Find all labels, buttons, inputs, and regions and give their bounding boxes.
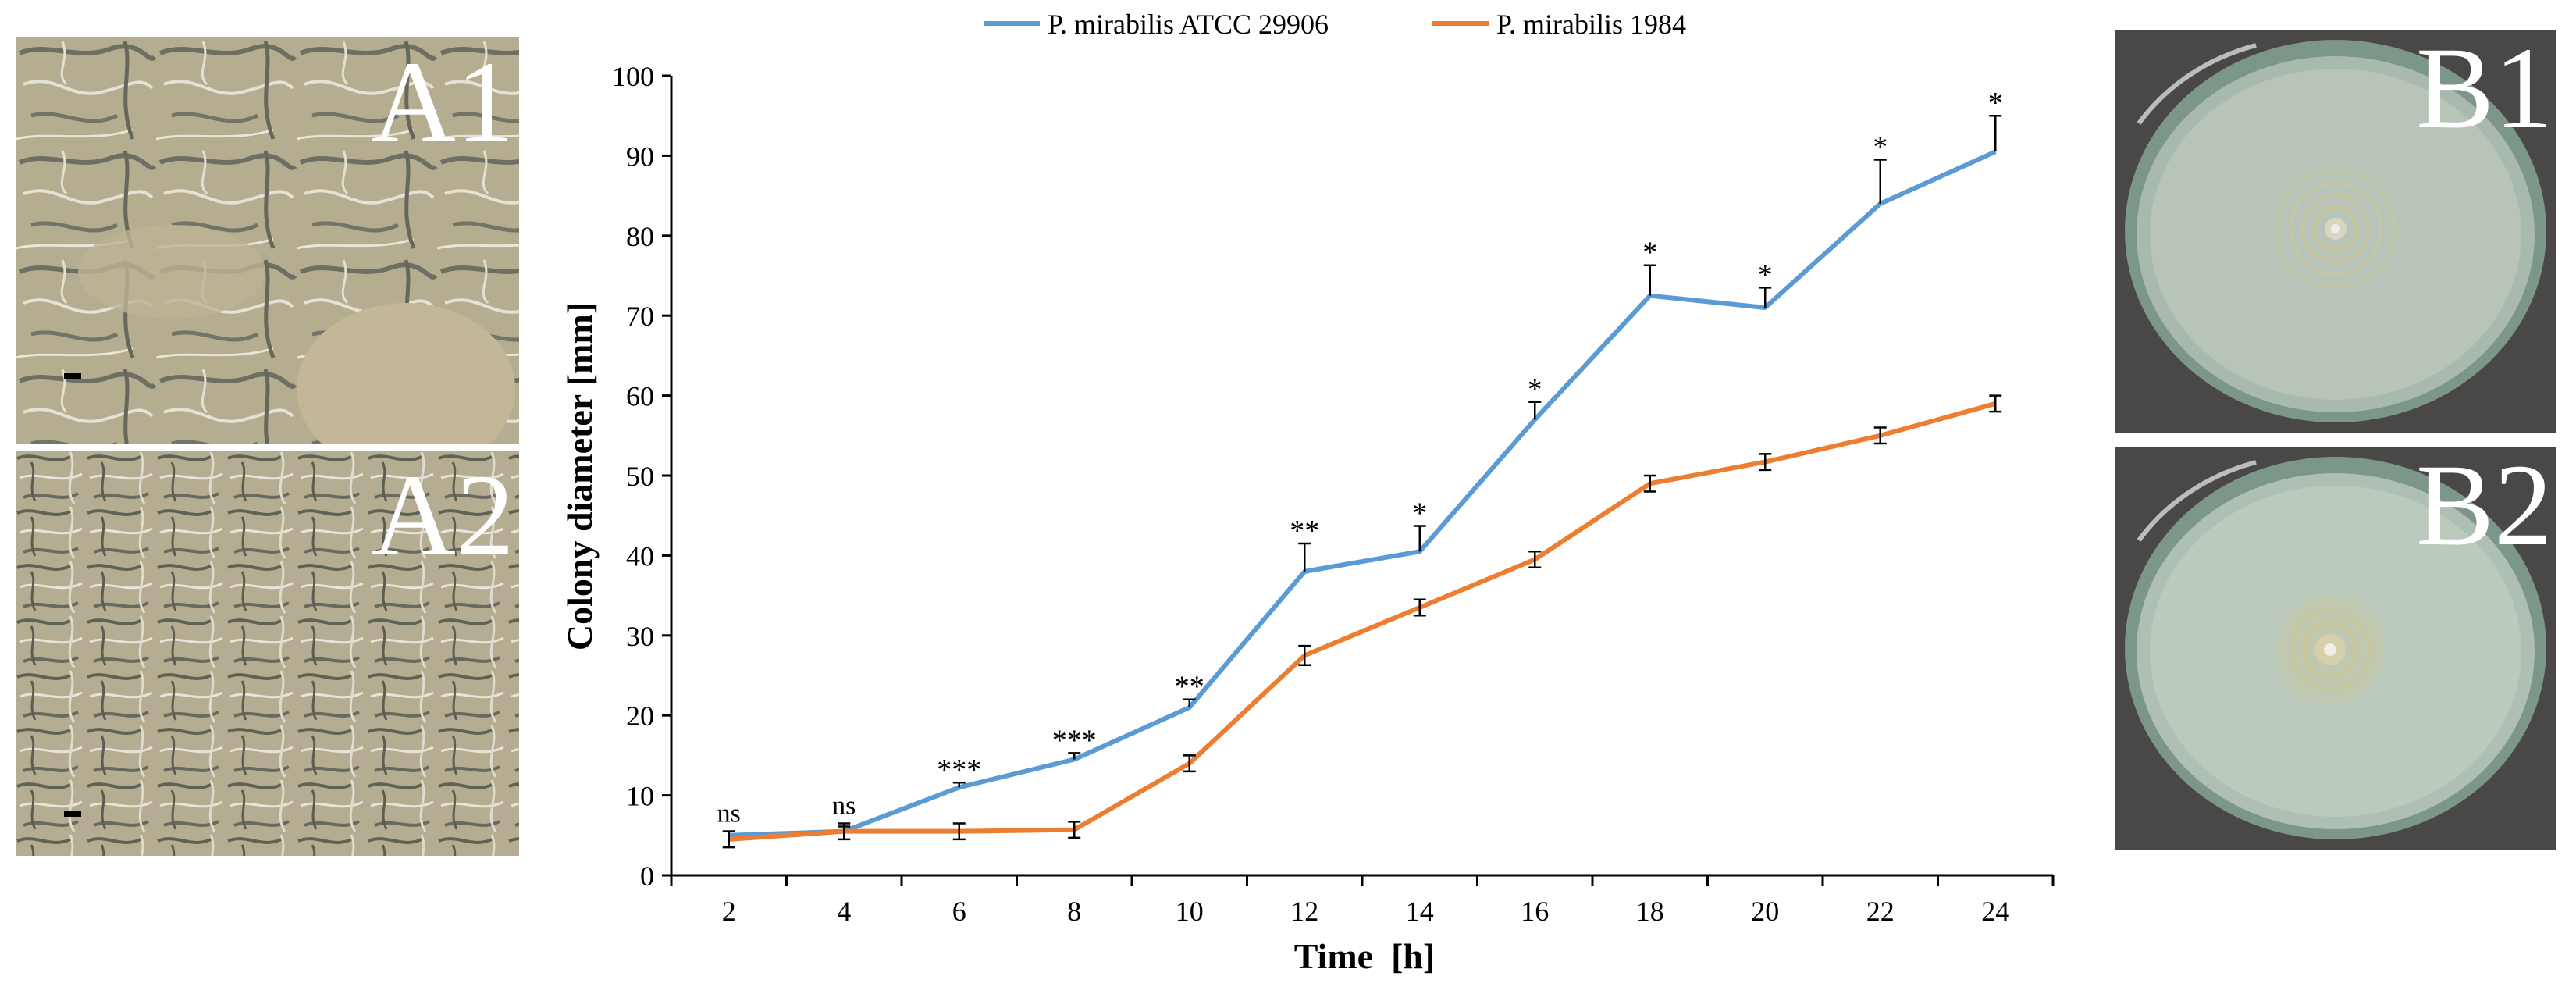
petri-dish-b1: B1 [2115, 30, 2556, 433]
error-bar [1413, 598, 1426, 617]
panel-label-a2: A2 [371, 451, 514, 580]
error-bar [952, 822, 966, 841]
petri-dish-b1-image [2115, 30, 2556, 433]
significance-label: * [1988, 87, 2003, 119]
significance-label: * [1758, 258, 1773, 291]
x-tick-label: 16 [1521, 896, 1549, 927]
error-bar [1183, 698, 1196, 707]
x-tick-label: 20 [1751, 896, 1779, 927]
x-tick-label: 4 [837, 896, 851, 927]
y-axis-label: Colony diameter [mm] [560, 302, 600, 650]
y-tick-label: 80 [626, 221, 654, 252]
error-bars [722, 114, 2002, 849]
significance-label: *** [937, 754, 981, 786]
x-axis-label: Time [h] [1294, 936, 1436, 976]
error-bar [1183, 754, 1196, 773]
x-tick-label: 22 [1866, 896, 1895, 927]
y-tick-label: 40 [626, 540, 654, 572]
error-bar [1528, 551, 1542, 569]
error-bar [1298, 542, 1311, 572]
error-bar [838, 822, 851, 841]
panel-label-a1: A1 [371, 37, 514, 167]
significance-label: ** [1290, 515, 1319, 547]
legend-label-1984: P. mirabilis 1984 [1496, 9, 1686, 40]
micrograph-a1-image [16, 37, 519, 444]
series-lines [728, 149, 1997, 842]
y-tick-label: 30 [626, 621, 654, 652]
error-bar [1413, 525, 1426, 552]
error-bar [1759, 453, 1772, 472]
error-bar [1643, 264, 1656, 296]
significance-label: * [1528, 373, 1542, 406]
error-bar [1068, 752, 1081, 760]
micrograph-a2: A2 [16, 451, 519, 856]
error-bar [1873, 426, 1887, 445]
legend-label-atcc-29906: P. mirabilis ATCC 29906 [1048, 9, 1329, 40]
significance-label: * [1412, 497, 1427, 530]
error-bar [1759, 287, 1772, 308]
x-tick-label: 18 [1636, 896, 1664, 927]
y-tick-label: 0 [640, 861, 654, 892]
error-bar [1528, 401, 1542, 420]
error-bar [1643, 474, 1656, 493]
x-tick-label: 6 [952, 896, 966, 927]
significance-label: * [1642, 237, 1657, 269]
panel-label-b1: B1 [2415, 30, 2553, 153]
petri-dish-b2: B2 [2115, 447, 2556, 850]
x-tick-label: 14 [1406, 896, 1434, 927]
legend: P. mirabilis ATCC 29906 P. mirabilis 1984 [984, 9, 1686, 40]
error-bar [1873, 159, 1887, 204]
y-tick-label: 10 [626, 781, 654, 812]
significance-label: ns [717, 800, 741, 828]
error-bar [952, 781, 966, 788]
significance-label: ns [832, 791, 856, 820]
x-tick-label: 10 [1176, 896, 1204, 927]
panel-label-b2: B2 [2415, 447, 2553, 570]
petri-dish-b2-image [2115, 447, 2556, 850]
y-tick-label: 60 [626, 381, 654, 412]
x-tick-label: 8 [1067, 896, 1081, 927]
colony-diameter-chart: P. mirabilis ATCC 29906 P. mirabilis 1984… [560, 9, 2055, 976]
y-tick-label: 100 [612, 61, 654, 92]
significance-label: ** [1175, 671, 1204, 704]
y-tick-label: 70 [626, 301, 654, 332]
error-bar [1989, 394, 2002, 413]
micrograph-a2-image [16, 451, 519, 856]
x-tick-label: 12 [1290, 896, 1318, 927]
error-bar [1068, 821, 1081, 839]
y-tick-label: 20 [626, 700, 654, 732]
error-bar [1298, 644, 1311, 666]
y-tick-label: 50 [626, 461, 654, 492]
y-tick-label: 90 [626, 141, 654, 172]
micrograph-a1: A1 [16, 37, 519, 444]
significance-label: * [1873, 131, 1888, 164]
error-bar [722, 830, 735, 849]
error-bar [1989, 114, 2002, 152]
x-tick-label: 24 [1981, 896, 2009, 927]
x-tick-label: 2 [722, 896, 736, 927]
significance-labels: ns ns**************** [717, 87, 2003, 828]
significance-label: *** [1052, 724, 1097, 757]
series-line-atcc-29906 [728, 149, 1997, 838]
series-line-1984 [728, 401, 1997, 842]
